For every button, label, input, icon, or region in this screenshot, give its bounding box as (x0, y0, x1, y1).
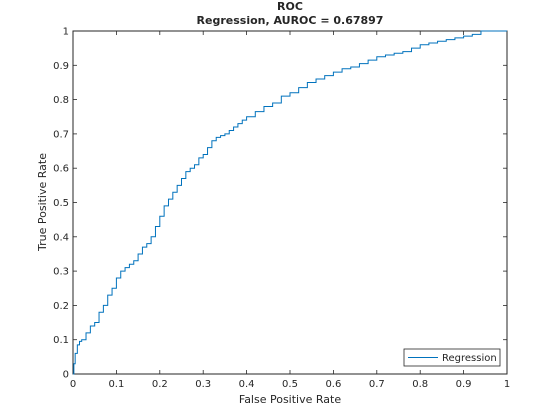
x-tick-label: 0.3 (195, 379, 211, 390)
x-axis-ticks: 0 0.1 0.2 0.3 0.4 0.5 0.6 0.7 0.8 0.9 1 (70, 31, 510, 390)
y-tick-label: 0.7 (53, 129, 69, 140)
y-axis-label: True Positive Rate (36, 153, 49, 252)
x-tick-label: 0.6 (325, 379, 341, 390)
y-tick-label: 1 (63, 27, 69, 38)
x-tick-label: 0.8 (412, 379, 428, 390)
x-tick-label: 0.7 (369, 379, 385, 390)
y-tick-label: 0 (63, 370, 69, 381)
plot-area: 0 0.1 0.2 0.3 0.4 0.5 0.6 0.7 0.8 0.9 1 0 0.1 0.2 0.3… (53, 27, 510, 391)
y-tick-label: 0.4 (53, 232, 69, 243)
y-tick-label: 0.2 (53, 301, 69, 312)
y-tick-label: 0.6 (53, 164, 69, 175)
x-tick-label: 0.9 (456, 379, 472, 390)
x-tick-label: 0.2 (152, 379, 168, 390)
y-tick-label: 0.1 (53, 335, 69, 346)
y-tick-label: 0.5 (53, 198, 69, 209)
x-axis-label: False Positive Rate (239, 393, 341, 406)
y-axis-ticks: 0 0.1 0.2 0.3 0.4 0.5 0.6 0.7 0.8 0.9 1 (53, 27, 507, 381)
legend-box (403, 348, 501, 367)
legend: Regression (403, 348, 501, 367)
chart-title: ROC (277, 0, 303, 13)
chart-subtitle: Regression, AUROC = 0.67897 (197, 14, 384, 27)
y-tick-label: 0.9 (53, 61, 69, 72)
x-tick-label: 0.4 (239, 379, 255, 390)
plot-frame (72, 30, 508, 375)
x-tick-label: 0.1 (108, 379, 124, 390)
legend-label-regression: Regression (442, 353, 497, 364)
y-tick-label: 0.3 (53, 267, 69, 278)
x-tick-label: 1 (504, 379, 510, 390)
y-tick-label: 0.8 (53, 95, 69, 106)
series-line-regression (73, 30, 507, 375)
x-tick-label: 0 (70, 379, 76, 390)
x-tick-label: 0.5 (282, 379, 298, 390)
